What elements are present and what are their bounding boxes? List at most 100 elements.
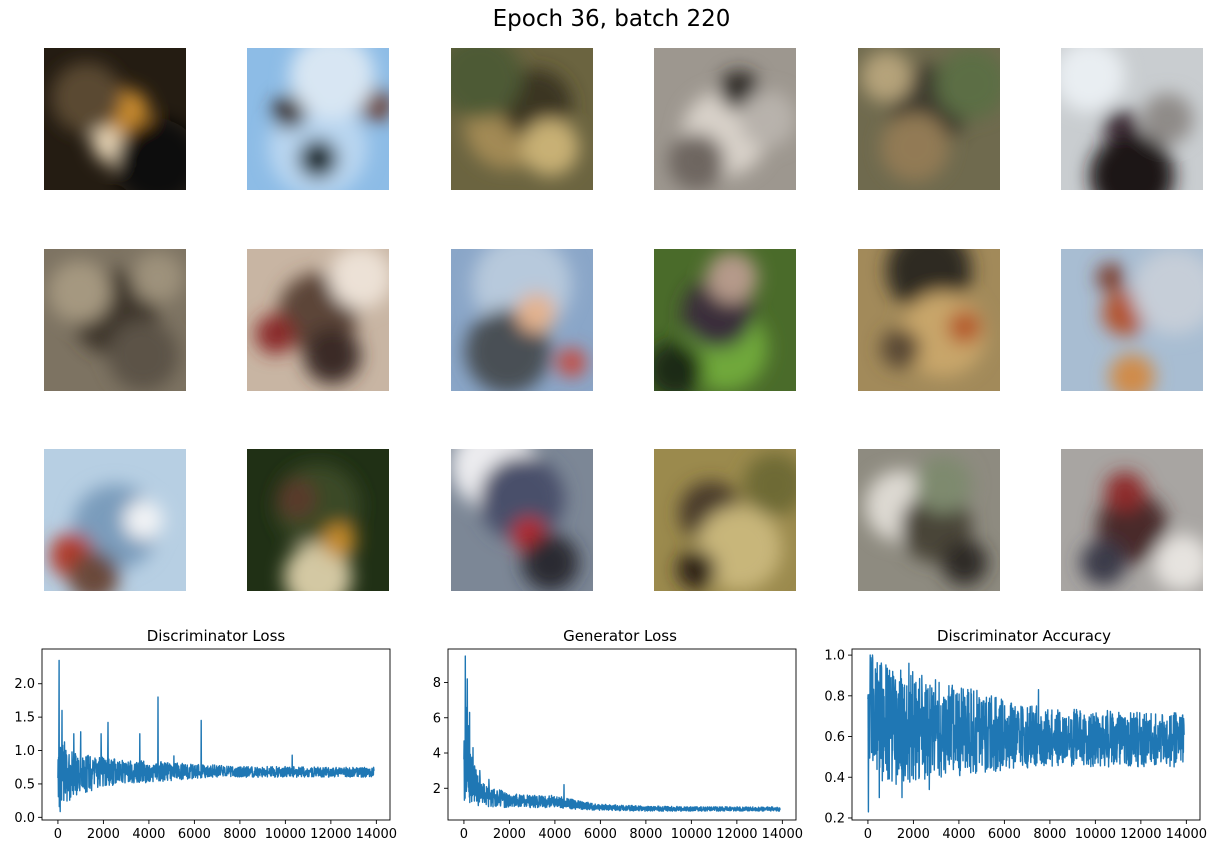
x-tick: 4000 <box>538 820 571 842</box>
x-tick-label: 0 <box>54 827 62 842</box>
x-tick-label: 8000 <box>223 827 256 842</box>
x-tick-label: 0 <box>460 827 468 842</box>
generated-sample-image <box>654 449 796 591</box>
y-tick: 0.0 <box>14 811 42 826</box>
generated-sample-image <box>247 48 389 190</box>
x-tick: 14000 <box>762 820 803 842</box>
series-line <box>867 654 1185 813</box>
x-tick-label: 10000 <box>671 827 712 842</box>
x-tick-label: 14000 <box>762 827 803 842</box>
x-tick: 8000 <box>1033 820 1066 842</box>
x-tick: 4000 <box>132 820 165 842</box>
y-tick: 0.6 <box>824 730 852 745</box>
x-tick: 0 <box>864 820 872 842</box>
y-tick-label: 2.0 <box>14 677 35 692</box>
y-tick-label: 4 <box>433 747 441 762</box>
x-tick-label: 10000 <box>265 827 306 842</box>
y-tick: 0.5 <box>14 777 42 792</box>
y-tick: 8 <box>433 676 448 691</box>
generated-sample-image <box>858 449 1000 591</box>
generated-sample-image <box>44 48 186 190</box>
x-tick-label: 4000 <box>942 827 975 842</box>
generated-sample-image <box>451 48 593 190</box>
axes-frame <box>447 648 797 821</box>
y-tick-label: 8 <box>433 676 441 691</box>
y-tick: 0.2 <box>824 811 852 826</box>
generated-sample-image <box>44 449 186 591</box>
x-tick: 2000 <box>897 820 930 842</box>
x-tick-label: 4000 <box>132 827 165 842</box>
y-tick: 4 <box>433 747 448 762</box>
y-tick-label: 0.4 <box>824 771 845 786</box>
y-tick: 1.0 <box>14 744 42 759</box>
x-tick-label: 8000 <box>629 827 662 842</box>
generated-sample-image <box>247 449 389 591</box>
y-tick-label: 0.5 <box>14 777 35 792</box>
x-tick: 10000 <box>1075 820 1116 842</box>
x-tick: 8000 <box>223 820 256 842</box>
x-tick: 2000 <box>87 820 120 842</box>
generated-sample-image <box>451 449 593 591</box>
y-tick: 0.8 <box>824 689 852 704</box>
x-tick-label: 12000 <box>1120 827 1161 842</box>
x-tick: 6000 <box>584 820 617 842</box>
x-tick-label: 6000 <box>178 827 211 842</box>
y-tick: 2 <box>433 782 448 797</box>
x-tick: 4000 <box>942 820 975 842</box>
x-tick-label: 6000 <box>584 827 617 842</box>
y-tick-label: 0.8 <box>824 689 845 704</box>
x-tick: 10000 <box>265 820 306 842</box>
panel-title-discriminator-loss: Discriminator Loss <box>146 627 286 645</box>
x-tick: 14000 <box>1166 820 1207 842</box>
axes-frame <box>851 648 1201 821</box>
generated-sample-image <box>1061 249 1203 391</box>
x-tick: 0 <box>460 820 468 842</box>
y-tick-label: 1.5 <box>14 711 35 726</box>
figure-title: Epoch 36, batch 220 <box>492 6 731 32</box>
x-tick-label: 6000 <box>988 827 1021 842</box>
x-tick: 12000 <box>1120 820 1162 842</box>
y-tick-label: 2 <box>433 782 441 797</box>
x-tick-label: 14000 <box>356 827 397 842</box>
x-tick: 0 <box>54 820 62 842</box>
generated-sample-image <box>858 48 1000 190</box>
generated-sample-image <box>1061 449 1203 591</box>
x-tick-label: 14000 <box>1166 827 1207 842</box>
discriminator-loss-plot: 0 2000 4000 6000 8000 10000 12000 14000 0.0 0.5 1.… <box>14 648 397 842</box>
generated-sample-image <box>1061 48 1203 190</box>
x-tick: 2000 <box>493 820 526 842</box>
x-tick-label: 8000 <box>1033 827 1066 842</box>
panel-title-discriminator-accuracy: Discriminator Accuracy <box>936 627 1112 645</box>
x-tick-label: 12000 <box>310 827 351 842</box>
y-tick: 1.0 <box>824 649 852 664</box>
x-tick-label: 0 <box>864 827 872 842</box>
series-line <box>57 659 375 813</box>
x-tick-label: 12000 <box>716 827 757 842</box>
generated-sample-image <box>451 249 593 391</box>
x-tick-label: 10000 <box>1075 827 1116 842</box>
x-tick: 10000 <box>671 820 712 842</box>
y-tick-label: 1.0 <box>14 744 35 759</box>
y-tick-label: 6 <box>433 711 441 726</box>
generated-sample-image <box>654 48 796 190</box>
generated-sample-image <box>247 249 389 391</box>
y-tick-label: 1.0 <box>824 649 845 664</box>
x-tick: 12000 <box>310 820 352 842</box>
y-tick: 1.5 <box>14 711 42 726</box>
y-tick-label: 0.0 <box>14 811 35 826</box>
generated-sample-image <box>44 249 186 391</box>
x-tick-label: 2000 <box>493 827 526 842</box>
x-tick: 6000 <box>178 820 211 842</box>
panel-title-generator-loss: Generator Loss <box>563 627 677 645</box>
x-tick: 14000 <box>356 820 397 842</box>
x-tick-label: 2000 <box>87 827 120 842</box>
generated-sample-image <box>654 249 796 391</box>
x-tick-label: 2000 <box>897 827 930 842</box>
generated-sample-image <box>858 249 1000 391</box>
x-tick: 12000 <box>716 820 758 842</box>
y-tick: 2.0 <box>14 677 42 692</box>
series-line <box>463 655 781 812</box>
axes-frame <box>41 648 391 821</box>
y-tick: 0.4 <box>824 771 852 786</box>
x-tick-label: 4000 <box>538 827 571 842</box>
